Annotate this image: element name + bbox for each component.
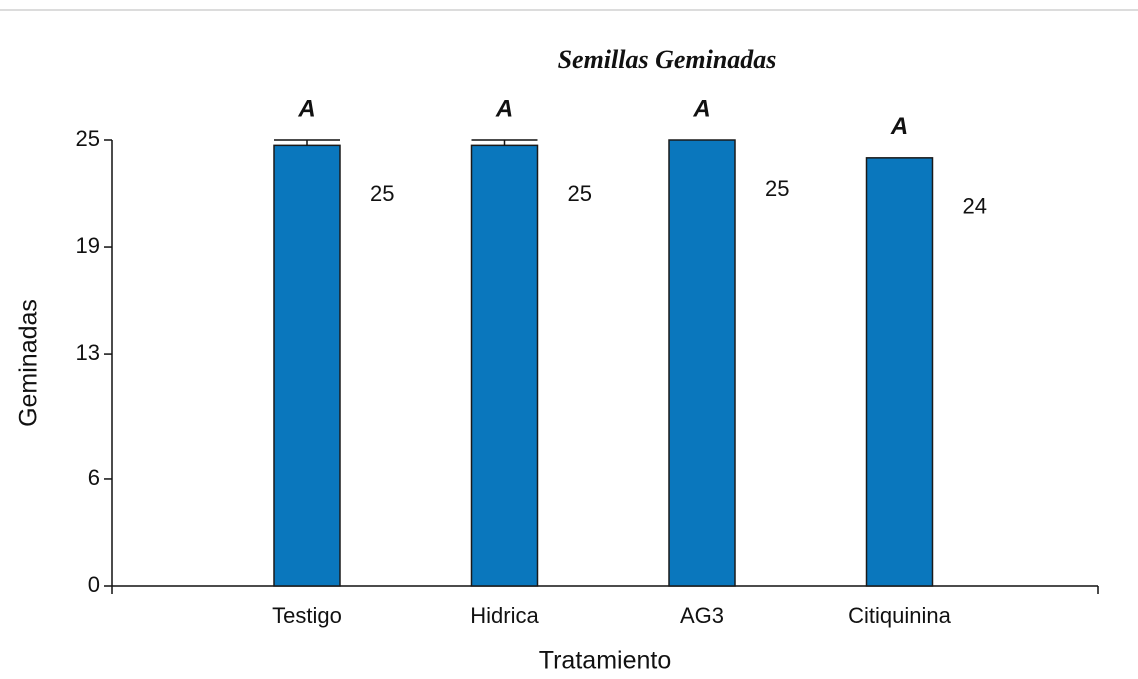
chart-title: Semillas Geminadas xyxy=(558,45,777,74)
significance-letter: A xyxy=(495,95,513,122)
y-tick-label: 0 xyxy=(88,572,100,597)
x-tick-label: Testigo xyxy=(272,603,342,628)
x-tick-label: AG3 xyxy=(680,603,724,628)
y-tick-label: 13 xyxy=(76,340,100,365)
y-tick-label: 19 xyxy=(76,233,100,258)
significance-letter: A xyxy=(692,95,710,122)
x-tick-label: Hidrica xyxy=(470,603,539,628)
y-tick-label: 25 xyxy=(76,126,100,151)
value-label: 25 xyxy=(370,181,394,206)
x-axis-label: Tratamiento xyxy=(539,647,671,675)
significance-letter: A xyxy=(297,95,315,122)
value-label: 24 xyxy=(963,194,987,219)
significance-letter: A xyxy=(890,113,908,140)
value-label: 25 xyxy=(568,181,592,206)
y-tick-label: 6 xyxy=(88,465,100,490)
value-label: 25 xyxy=(765,176,789,201)
bar xyxy=(865,157,934,587)
bar xyxy=(668,139,736,587)
y-axis-label: Geminadas xyxy=(15,299,43,427)
x-tick-label: Citiquinina xyxy=(848,603,951,628)
bar xyxy=(470,144,539,587)
bar xyxy=(273,144,341,587)
